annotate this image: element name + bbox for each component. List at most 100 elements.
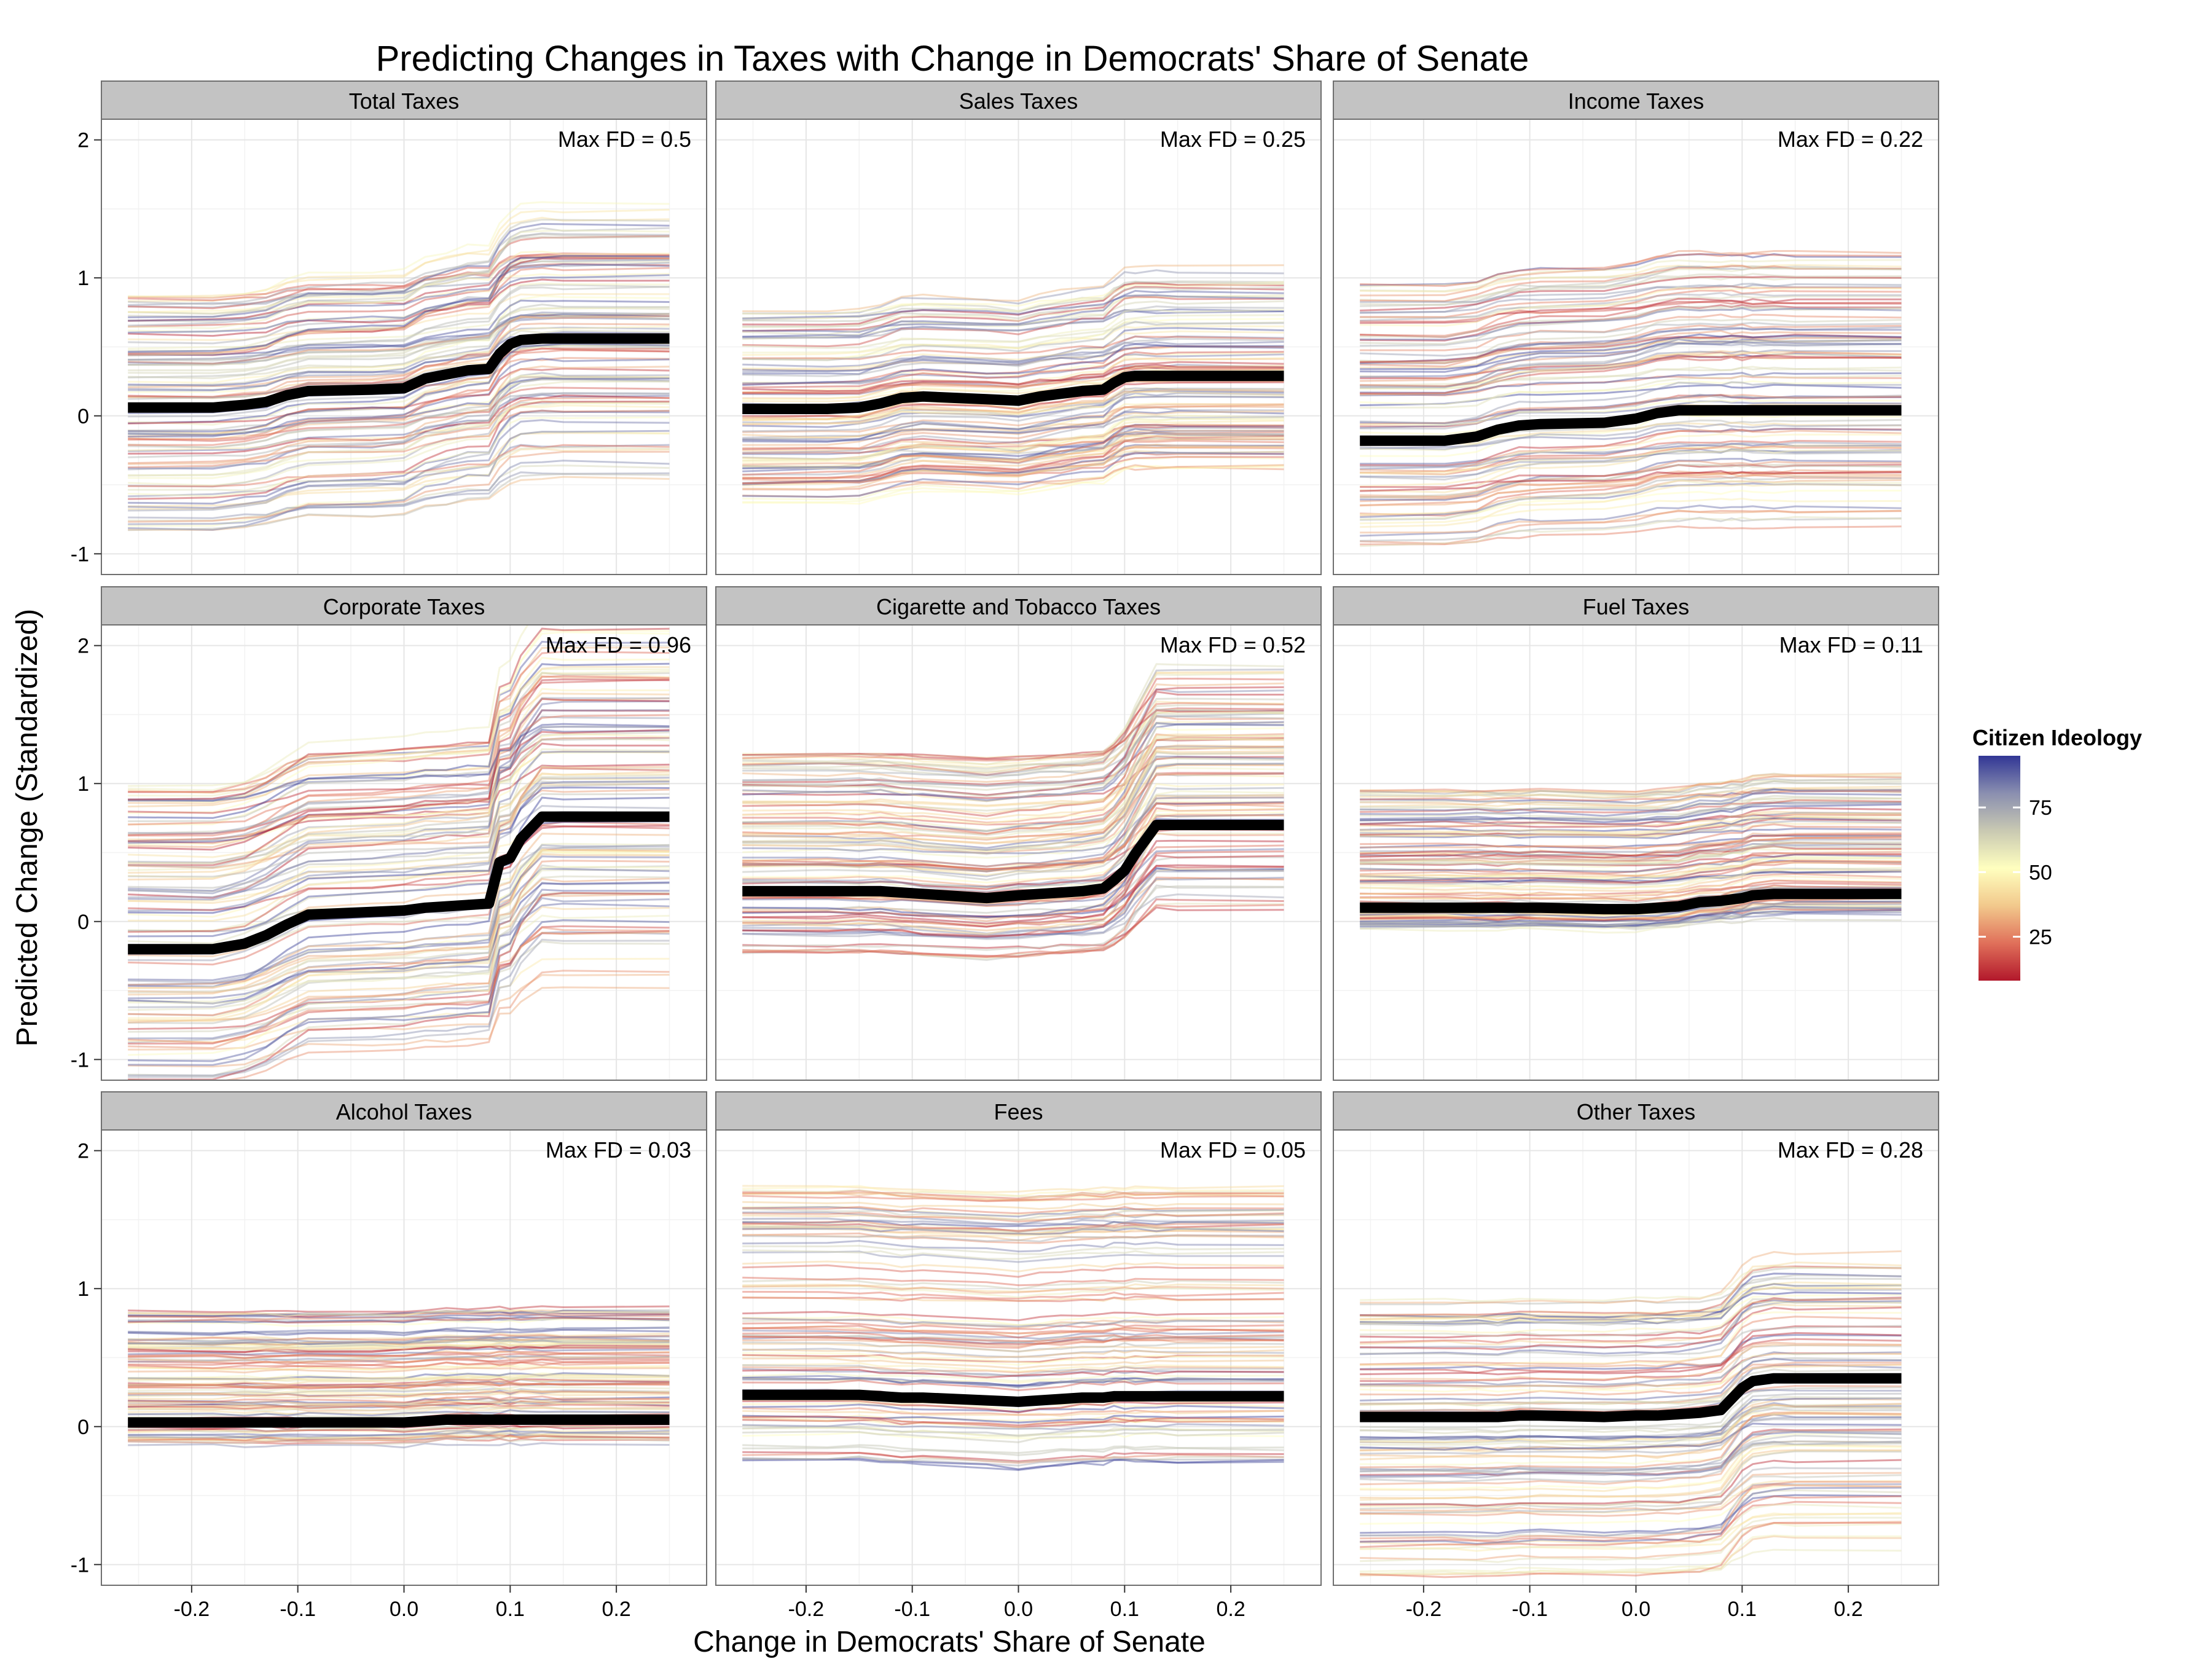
individual-line	[128, 1313, 670, 1319]
individual-line	[742, 1354, 1284, 1363]
individual-line	[742, 867, 1284, 919]
individual-line	[742, 428, 1284, 473]
individual-line	[1360, 1450, 1902, 1507]
individual-line	[128, 780, 670, 938]
individual-line	[1360, 295, 1902, 319]
individual-line	[128, 1390, 670, 1398]
individual-line	[1360, 283, 1902, 304]
individual-line	[128, 315, 670, 361]
individual-line	[1360, 1483, 1902, 1525]
individual-line	[1360, 868, 1902, 886]
individual-line	[1360, 1299, 1902, 1355]
individual-line	[1360, 275, 1902, 312]
individual-line	[1360, 1332, 1902, 1376]
individual-line	[1360, 337, 1902, 363]
individual-line	[742, 1427, 1284, 1438]
individual-line	[1360, 1352, 1902, 1388]
individual-line	[1360, 906, 1902, 929]
individual-line	[1360, 460, 1902, 498]
individual-line	[1360, 788, 1902, 807]
individual-line	[1360, 1261, 1902, 1322]
individual-line	[1360, 366, 1902, 390]
individual-line	[128, 1379, 670, 1387]
individual-line	[1360, 1431, 1902, 1477]
individual-line	[1360, 905, 1902, 928]
individual-line	[742, 1415, 1284, 1427]
individual-line	[1360, 852, 1902, 875]
individual-line	[128, 986, 670, 1068]
individual-line	[742, 756, 1284, 799]
individual-line	[128, 386, 670, 442]
average-line	[742, 371, 1284, 414]
individual-line	[128, 742, 670, 844]
individual-line	[742, 1410, 1284, 1417]
individual-line	[1360, 509, 1902, 534]
individual-line	[128, 1318, 670, 1327]
individual-line	[1360, 856, 1902, 881]
individual-line	[128, 1405, 670, 1413]
individual-line	[128, 1335, 670, 1343]
individual-line	[128, 709, 670, 899]
individual-line	[1360, 1286, 1902, 1327]
individual-line	[128, 865, 670, 1056]
individual-line	[742, 446, 1284, 483]
individual-line	[742, 433, 1284, 481]
individual-line	[742, 456, 1284, 485]
individual-line	[742, 357, 1284, 400]
individual-line	[128, 380, 670, 476]
individual-line	[1360, 285, 1902, 318]
individual-line	[742, 1249, 1284, 1260]
individual-line	[742, 335, 1284, 361]
individual-line	[128, 1402, 670, 1410]
panel-border	[101, 119, 707, 575]
individual-line	[1360, 433, 1902, 476]
individual-line	[1360, 264, 1902, 302]
individual-line	[128, 777, 670, 912]
x-tick-label: 0.1	[496, 1598, 525, 1621]
individual-line	[742, 406, 1284, 454]
individual-line	[742, 723, 1284, 832]
individual-line	[128, 678, 670, 793]
individual-line	[742, 1191, 1284, 1201]
individual-line	[128, 973, 670, 1051]
individual-line	[128, 709, 670, 895]
individual-line	[742, 1414, 1284, 1424]
individual-line	[128, 672, 670, 823]
individual-line	[128, 651, 670, 793]
individual-line	[1360, 796, 1902, 819]
individual-line	[128, 201, 670, 299]
individual-line	[742, 451, 1284, 498]
facet-panel: Other Taxes Max FD = 0.28 -0.2 -0.1 0.0 0.1 0.…	[1333, 1091, 1939, 1621]
individual-line	[128, 848, 670, 989]
legend-ticks: 25 50 75	[1979, 796, 2052, 949]
individual-line	[128, 397, 670, 465]
individual-line	[1360, 259, 1902, 288]
individual-line	[128, 1309, 670, 1317]
individual-line	[128, 1381, 670, 1389]
individual-line	[1360, 333, 1902, 363]
individual-line	[742, 345, 1284, 385]
individual-line	[1360, 1443, 1902, 1501]
individual-line	[742, 1260, 1284, 1273]
individual-line	[1360, 841, 1902, 861]
individual-line	[742, 1206, 1284, 1218]
individual-line	[1360, 1343, 1902, 1381]
individual-line	[742, 1206, 1284, 1215]
individual-line	[1360, 375, 1902, 397]
individual-line	[128, 257, 670, 356]
individual-line	[1360, 1513, 1902, 1546]
individual-line	[128, 931, 670, 1024]
individual-line	[128, 409, 670, 505]
individual-line	[742, 289, 1284, 338]
x-tick-label: 0.0	[390, 1598, 418, 1621]
individual-line	[1360, 490, 1902, 516]
individual-line	[128, 375, 670, 441]
individual-line	[1360, 1397, 1902, 1441]
individual-line	[128, 1312, 670, 1320]
individual-line	[1360, 1521, 1902, 1561]
individual-line	[742, 865, 1284, 928]
individual-line	[128, 1397, 670, 1405]
individual-line	[1360, 356, 1902, 394]
y-tick-label: 1	[77, 267, 89, 290]
